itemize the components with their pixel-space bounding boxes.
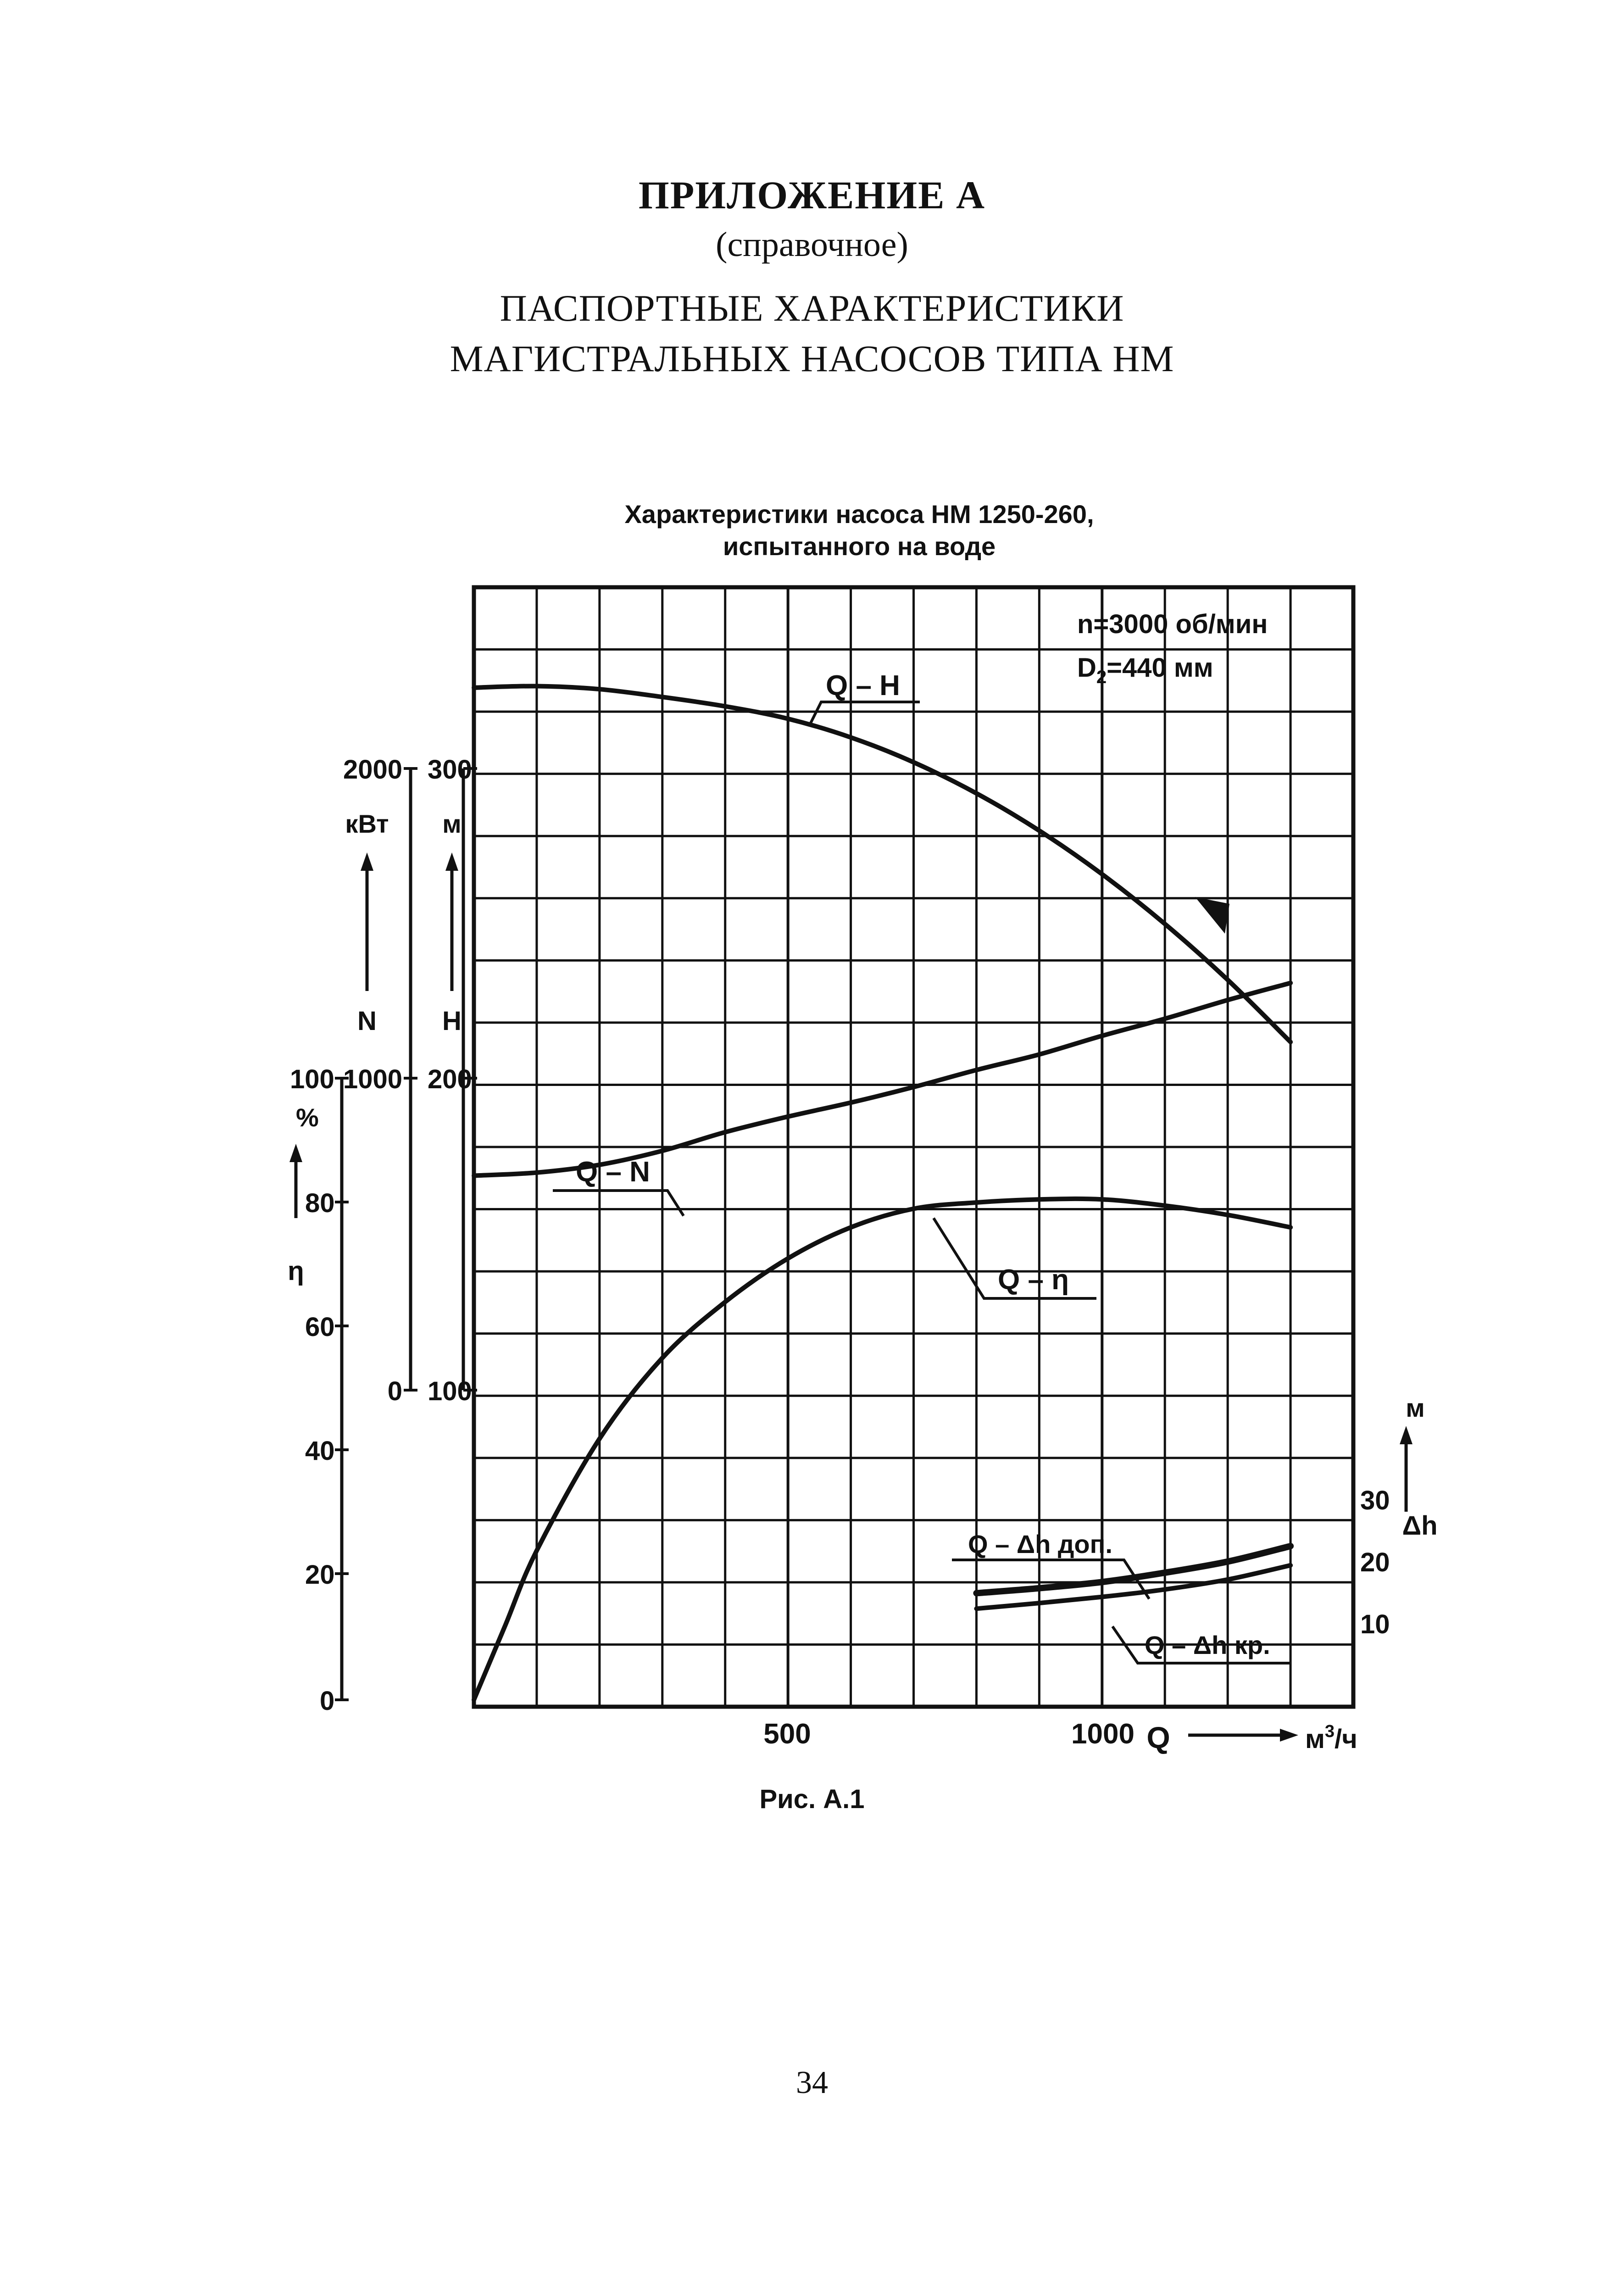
n-axis-label: N (357, 1006, 377, 1036)
series-label-q-n: Q – N (553, 1156, 685, 1217)
h-arrow-head (445, 852, 458, 871)
n-tick-1000: 1000 (343, 1064, 402, 1094)
h-tick-100: 100 (428, 1376, 472, 1406)
dh-tick-10: 10 (1360, 1609, 1390, 1639)
appendix-note: (справочное) (716, 225, 908, 264)
h-unit: м (442, 809, 461, 838)
q-unit-exponent: 3 (1325, 1722, 1335, 1741)
eta-tick-20: 20 (305, 1560, 335, 1590)
diameter-subscript: 2 (1096, 667, 1107, 687)
plot-frame (472, 585, 1356, 1709)
axis-dh: м Δh 30 20 10 (1360, 1393, 1438, 1639)
eta-arrow-head (289, 1144, 302, 1162)
eta-tick-100: 100 (290, 1064, 334, 1094)
q-tick-1000: 1000 (1071, 1718, 1135, 1750)
series-label-dh-critical: Q – Δh кр. (1111, 1626, 1291, 1665)
curve-q-eta (472, 1196, 1293, 1702)
n-unit: кВт (345, 809, 389, 838)
curve-q-dh-allowed (973, 1542, 1294, 1597)
eta-unit: % (296, 1103, 319, 1132)
curve-q-h (472, 684, 1293, 1045)
series-label-q-eta-text: Q – η (998, 1264, 1069, 1296)
figure-caption: Рис. А.1 (759, 1784, 865, 1814)
chart-series (472, 684, 1294, 1702)
curve-q-dh-critical (974, 1563, 1293, 1611)
diameter-symbol: D (1077, 653, 1096, 683)
series-label-dh-allowed: Q – Δh доп. (952, 1530, 1151, 1600)
chart-title-line1: Характеристики насоса НМ 1250-260, (624, 500, 1094, 529)
eta-tick-80: 80 (305, 1188, 335, 1218)
dh-tick-30: 30 (1360, 1486, 1390, 1515)
series-label-dh-allowed-text: Q – Δh доп. (968, 1530, 1112, 1559)
n-tick-0: 0 (388, 1376, 402, 1406)
q-tick-500: 500 (763, 1718, 811, 1750)
h-tick-200: 200 (428, 1064, 472, 1094)
eta-tick-0: 0 (320, 1686, 334, 1716)
q-axis-label: Q (1146, 1720, 1170, 1754)
page-number: 34 (796, 2065, 828, 2100)
series-label-dh-critical-text: Q – Δh кр. (1145, 1631, 1270, 1659)
dh-unit: м (1406, 1393, 1424, 1422)
operating-point-marker (1195, 897, 1229, 934)
chart-title-line2: испытанного на воде (723, 532, 996, 561)
q-axis-unit: м3/ч (1305, 1722, 1357, 1754)
dh-axis-label: Δh (1402, 1511, 1437, 1541)
speed-info: n=3000 об/мин (1077, 609, 1268, 639)
axis-h: 300 200 100 м H (428, 755, 477, 1406)
curve-q-n (472, 980, 1293, 1178)
eta-axis-label: η (288, 1256, 304, 1286)
eta-tick-60: 60 (305, 1312, 335, 1342)
dh-arrow-head (1400, 1426, 1413, 1444)
series-label-q-h-text: Q – H (826, 670, 900, 701)
series-label-q-h: Q – H (808, 670, 920, 726)
axis-q: 500 1000 Q м3/ч (763, 1718, 1357, 1754)
axis-eta: 100 80 60 40 20 0 % η (288, 1064, 349, 1716)
chart-grid (474, 587, 1353, 1707)
appendix-heading: ПРИЛОЖЕНИЕ А (638, 173, 986, 217)
section-title-line1: ПАСПОРТНЫЕ ХАРАКТЕРИСТИКИ (500, 287, 1124, 329)
q-unit-base: м (1305, 1724, 1325, 1754)
q-arrow-head (1280, 1729, 1298, 1742)
h-tick-300: 300 (428, 755, 472, 785)
series-label-q-n-text: Q – N (576, 1156, 650, 1188)
n-tick-2000: 2000 (343, 755, 402, 785)
q-unit-tail: /ч (1335, 1724, 1357, 1754)
axis-n: 2000 1000 0 кВт N (343, 755, 417, 1406)
eta-tick-40: 40 (305, 1436, 335, 1466)
diameter-value: =440 мм (1107, 653, 1213, 683)
dh-tick-20: 20 (1360, 1548, 1390, 1577)
impeller-diameter-info: D2=440 мм (1077, 653, 1213, 687)
h-axis-label: H (442, 1006, 462, 1036)
section-title-line2: МАГИСТРАЛЬНЫХ НАСОСОВ ТИПА НМ (450, 338, 1174, 379)
series-label-q-eta: Q – η (932, 1217, 1096, 1300)
n-arrow-head (361, 852, 373, 871)
